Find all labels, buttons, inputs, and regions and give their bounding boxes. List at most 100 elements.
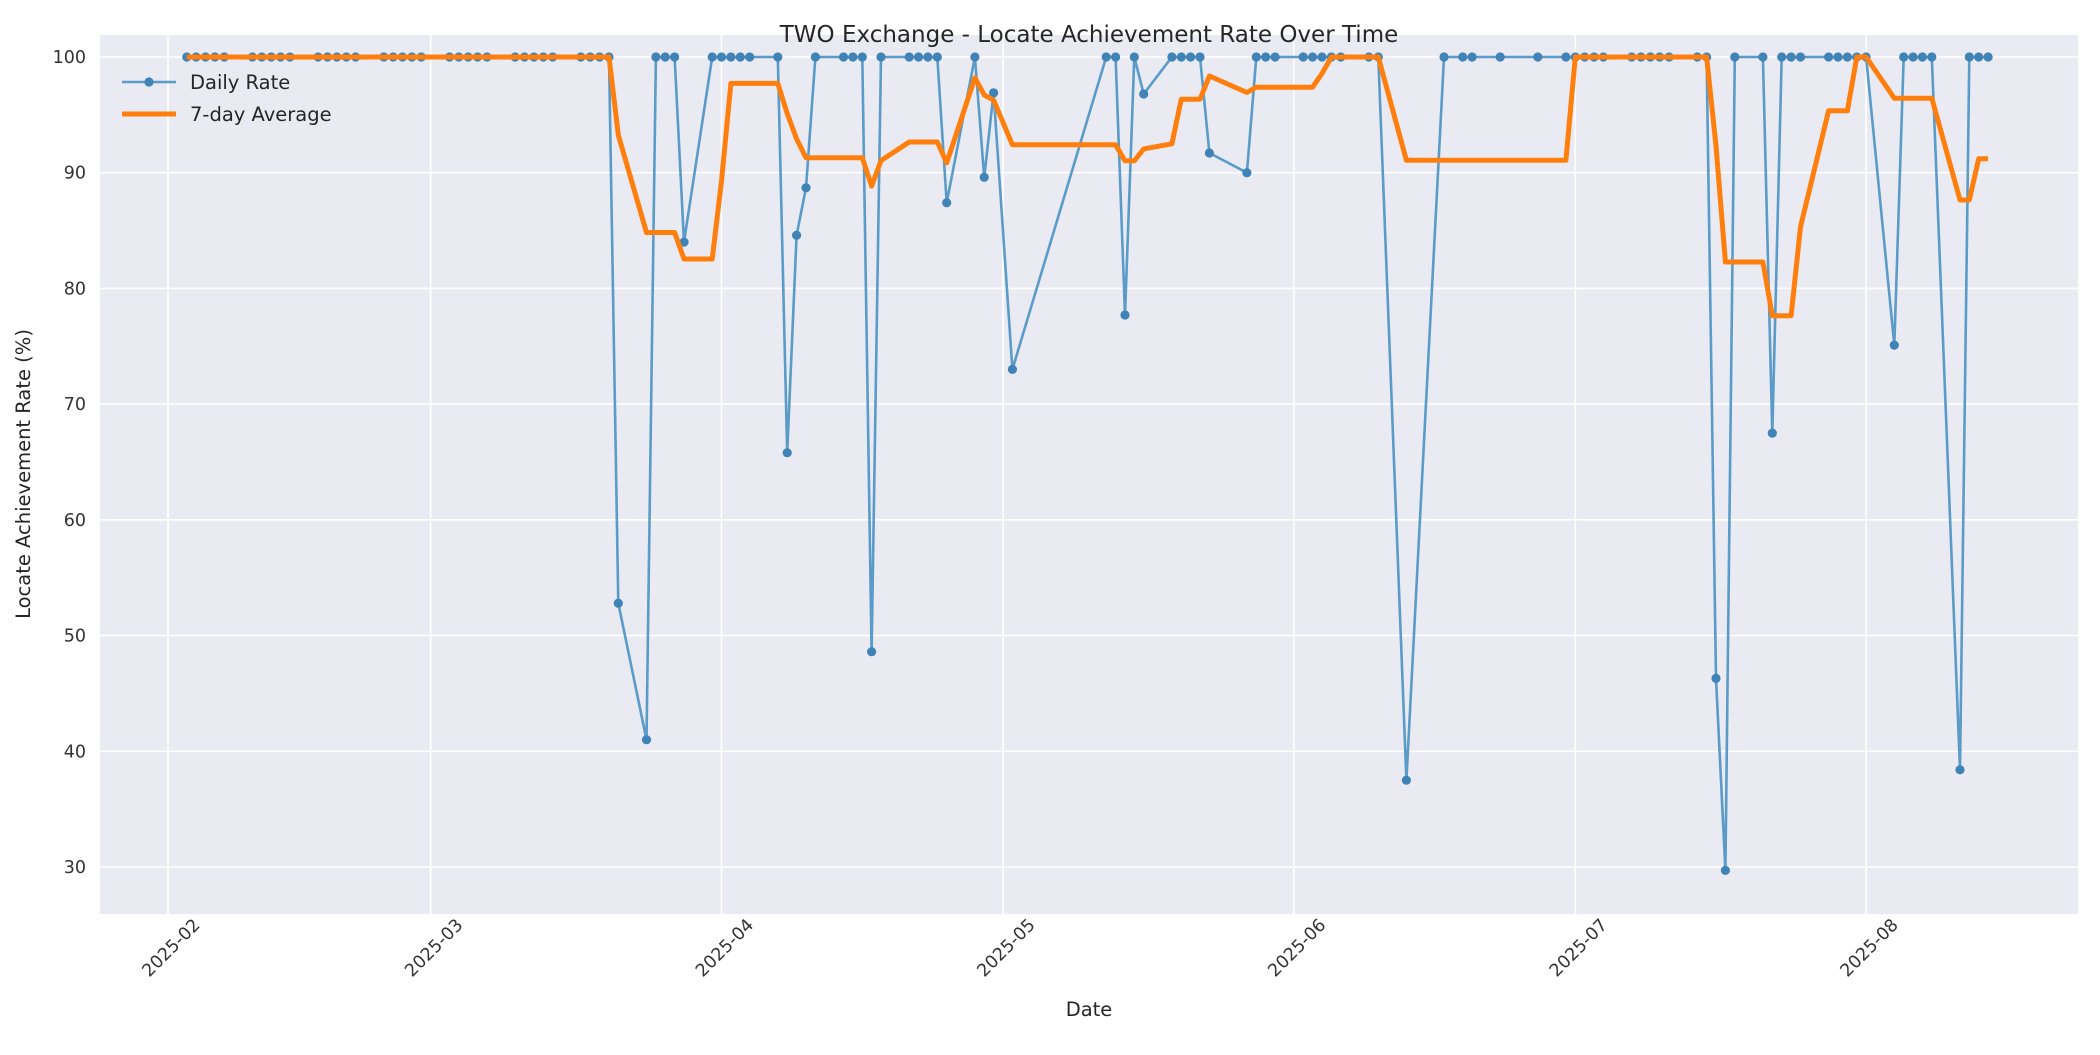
daily-rate-point — [1964, 52, 1974, 62]
daily-rate-point — [613, 598, 623, 608]
y-tick-label: 30 — [64, 858, 86, 878]
daily-rate-point — [1899, 52, 1909, 62]
daily-rate-point — [1927, 52, 1937, 62]
daily-rate-point — [923, 52, 933, 62]
daily-rate-point — [801, 183, 811, 193]
daily-rate-point — [876, 52, 886, 62]
x-tick-label: 2025-06 — [1264, 915, 1330, 981]
daily-rate-point — [716, 52, 727, 62]
x-axis-label: Date — [1066, 998, 1113, 1021]
daily-rate-point — [1711, 673, 1721, 684]
daily-rate-point — [670, 52, 680, 62]
x-tick-label: 2025-04 — [692, 915, 758, 981]
daily-rate-point — [773, 52, 783, 62]
daily-rate-point — [1974, 52, 1984, 62]
daily-rate-point — [979, 172, 989, 182]
daily-rate-point — [848, 52, 858, 62]
seven-day-average-line — [186, 54, 1989, 319]
daily-rate-point — [1842, 52, 1852, 62]
daily-rate-marker-swatch — [144, 77, 154, 87]
daily-rate-point — [1120, 310, 1130, 320]
daily-rate-point — [1176, 52, 1186, 62]
legend-label-daily-rate: Daily Rate — [190, 71, 290, 94]
legend-label-7day-average: 7-day Average — [190, 103, 332, 126]
daily-rate-point — [932, 52, 942, 62]
daily-rate-point — [1186, 52, 1196, 62]
daily-rate-point — [1824, 52, 1834, 62]
daily-rate-point — [1195, 52, 1205, 62]
daily-rate-point — [1298, 52, 1308, 62]
daily-rate-point — [1495, 52, 1505, 62]
x-tick-label: 2025-08 — [1837, 915, 1903, 981]
y-tick-label: 100 — [53, 48, 86, 68]
daily-rate-point — [989, 88, 999, 98]
y-tick-label: 40 — [64, 742, 86, 762]
daily-rate-point — [641, 735, 652, 745]
daily-rate-point — [1533, 52, 1543, 62]
chart-title: TWO Exchange - Locate Achievement Rate O… — [779, 22, 1399, 48]
daily-rate-point — [1467, 52, 1477, 62]
daily-rate-point — [1795, 52, 1806, 62]
daily-rate-point — [660, 52, 670, 62]
y-axis-label: Locate Achievement Rate (%) — [12, 329, 35, 619]
daily-rate-point — [1101, 52, 1111, 62]
x-tick-label: 2025-07 — [1546, 915, 1612, 981]
daily-rate-point — [838, 52, 849, 62]
daily-rate-point — [1401, 775, 1411, 785]
daily-rate-point — [1261, 52, 1271, 62]
daily-rate-point — [1251, 52, 1261, 62]
daily-rate-point — [1242, 168, 1252, 178]
daily-rate-point — [1786, 52, 1796, 62]
x-axis-tick-labels: 2025-02 2025-03 2025-04 2025-05 2025-06 2025-… — [139, 915, 1903, 981]
daily-rate-point — [1983, 52, 1993, 62]
daily-rate-point — [1917, 52, 1927, 62]
y-tick-label: 80 — [64, 279, 86, 299]
daily-rate-point — [942, 198, 952, 208]
daily-rate-point — [810, 52, 821, 62]
y-tick-label: 90 — [64, 164, 86, 184]
legend: Daily Rate 7-day Average — [122, 71, 332, 126]
daily-rate-point — [1833, 52, 1843, 62]
daily-rate-point — [707, 52, 717, 62]
daily-rate-point — [1167, 52, 1177, 62]
daily-rate-point — [1767, 428, 1777, 438]
daily-rate-point — [1758, 52, 1768, 62]
daily-rate-point — [1908, 52, 1918, 62]
daily-rate-point — [1204, 148, 1214, 158]
daily-rate-point — [782, 448, 792, 458]
plot-area — [100, 35, 2078, 914]
daily-rate-point — [1007, 364, 1018, 374]
legend-item-7day-average: 7-day Average — [122, 103, 332, 126]
y-tick-label: 70 — [64, 395, 86, 415]
daily-rate-point — [792, 230, 802, 240]
daily-rate-point — [1308, 52, 1318, 62]
daily-rate-point — [679, 237, 689, 247]
daily-rate-point — [1129, 52, 1139, 62]
y-axis-tick-labels: 30 40 50 60 70 80 90 100 — [53, 48, 86, 878]
daily-rate-point — [726, 52, 736, 62]
daily-rate-point — [1317, 52, 1327, 62]
daily-rate-point — [651, 52, 661, 62]
daily-rate-point — [1458, 52, 1468, 62]
y-tick-label: 50 — [64, 627, 86, 647]
daily-rate-point — [914, 52, 924, 62]
daily-rate-point — [1111, 52, 1121, 62]
daily-rate-point — [1730, 52, 1740, 62]
daily-rate-point — [970, 52, 980, 62]
daily-rate-point — [1561, 52, 1571, 62]
daily-rate-point — [867, 647, 877, 657]
daily-rate-point — [1955, 765, 1965, 775]
seven-day-average-series — [186, 54, 1989, 319]
daily-rate-point — [1270, 52, 1280, 62]
daily-rate-point — [1139, 89, 1149, 99]
daily-rate-point — [735, 52, 745, 62]
daily-rate-point — [904, 52, 914, 62]
x-tick-label: 2025-03 — [401, 915, 467, 981]
daily-rate-point — [1720, 865, 1730, 876]
legend-item-daily-rate: Daily Rate — [122, 71, 290, 94]
x-tick-label: 2025-05 — [974, 915, 1040, 981]
daily-rate-point — [1889, 340, 1899, 350]
daily-rate-point — [1439, 52, 1449, 62]
x-tick-label: 2025-02 — [139, 915, 205, 981]
